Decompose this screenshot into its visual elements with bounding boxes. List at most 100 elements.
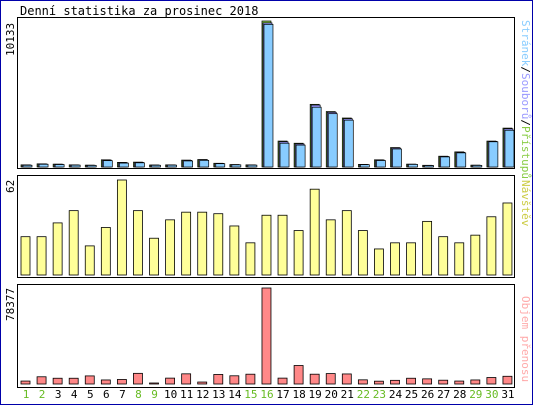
- visits-bar-27: [438, 236, 449, 276]
- hits-bar-stránek-12: [199, 160, 210, 168]
- volume-bar-21: [341, 373, 352, 385]
- hits-bar-stránek-16: [263, 24, 274, 168]
- volume-bar-11: [181, 373, 192, 385]
- legend-pages: Stránek: [519, 20, 532, 67]
- chart-title: Denní statistika za prosinec 2018: [20, 4, 258, 18]
- legend-files: Souborů: [519, 73, 532, 119]
- visits-bar-21: [341, 210, 352, 276]
- visits-bars: [20, 179, 513, 276]
- day-label-29: 29: [469, 388, 482, 401]
- volume-legend: Objem přenosu: [519, 296, 532, 382]
- volume-bar-10: [165, 377, 175, 385]
- day-label-4: 4: [71, 388, 78, 401]
- day-label-1: 1: [23, 388, 30, 401]
- day-label-24: 24: [389, 388, 403, 401]
- visits-bar-16: [261, 214, 272, 276]
- volume-bar-6: [100, 379, 111, 385]
- hits-bar-stránek-28: [456, 152, 467, 168]
- hits-bar-stránek-6: [102, 160, 113, 168]
- hits-bar-stránek-20: [327, 113, 338, 168]
- hits-bars: [20, 20, 515, 168]
- day-label-20: 20: [325, 388, 338, 401]
- day-label-23: 23: [373, 388, 386, 401]
- visits-bar-4: [68, 210, 79, 276]
- visits-bar-20: [325, 219, 336, 276]
- day-label-31: 31: [501, 388, 514, 401]
- hits-legend: Stránek/Souborů/Přístupů: [519, 20, 532, 179]
- volume-bar-22: [357, 379, 368, 385]
- volume-bar-15: [245, 373, 256, 385]
- volume-bar-17: [277, 377, 288, 385]
- volume-bar-23: [374, 380, 384, 385]
- hits-bar-stránek-23: [376, 160, 386, 168]
- hits-bar-stránek-4: [70, 164, 81, 168]
- panel-visits-border: [17, 175, 515, 278]
- day-label-9: 9: [151, 388, 158, 401]
- volume-bar-27: [438, 379, 449, 385]
- volume-bar-12: [197, 381, 208, 385]
- visits-bar-2: [36, 236, 47, 276]
- hits-bar-stránek-21: [343, 119, 354, 168]
- visits-bar-26: [422, 220, 433, 276]
- volume-bar-8: [133, 372, 143, 385]
- volume-bar-16: [261, 287, 272, 385]
- volume-bar-28: [454, 380, 465, 385]
- volume-bar-13: [213, 374, 224, 385]
- volume-bar-2: [36, 376, 47, 385]
- volume-bar-9: [149, 382, 159, 385]
- visits-bar-18: [293, 230, 304, 276]
- day-label-14: 14: [228, 388, 242, 401]
- visits-bar-25: [406, 242, 416, 276]
- day-label-10: 10: [164, 388, 177, 401]
- visits-bar-13: [213, 213, 224, 276]
- hits-ymax-label: 10133: [4, 23, 17, 56]
- visits-bar-22: [357, 230, 368, 276]
- visits-bar-7: [116, 179, 127, 276]
- visits-bar-19: [309, 188, 320, 276]
- volume-bar-30: [486, 377, 497, 385]
- day-label-30: 30: [485, 388, 498, 401]
- hits-bar-stránek-7: [119, 162, 129, 168]
- day-label-13: 13: [212, 388, 225, 401]
- day-label-16: 16: [260, 388, 273, 401]
- day-label-19: 19: [309, 388, 322, 401]
- volume-bar-5: [84, 375, 95, 385]
- visits-bar-29: [470, 234, 481, 276]
- visits-bar-8: [133, 210, 143, 276]
- volume-bar-18: [293, 365, 304, 385]
- hits-bar-stránek-27: [440, 156, 451, 168]
- visits-bar-14: [229, 225, 240, 276]
- hits-bar-stránek-31: [504, 129, 515, 168]
- day-label-26: 26: [421, 388, 434, 401]
- volume-ymax-label: 78377: [4, 288, 17, 321]
- legend-sep-1: /: [519, 66, 532, 73]
- legend-sep-2: /: [519, 119, 532, 126]
- visits-bar-28: [454, 242, 465, 276]
- hits-bar-stránek-22: [360, 164, 370, 168]
- hits-bar-stránek-15: [247, 164, 258, 168]
- day-label-3: 3: [55, 388, 62, 401]
- hits-bar-stránek-30: [488, 141, 499, 168]
- visits-ymax-label: 62: [4, 180, 17, 193]
- volume-bar-29: [470, 379, 481, 385]
- day-label-28: 28: [453, 388, 466, 401]
- volume-bars: [20, 287, 513, 385]
- volume-bar-4: [68, 377, 79, 385]
- day-labels: 1 2 3 4 5 6 7 8 9 10 11 12 13 14 15 16 17 18 19 20 21 22 23 24 2…: [23, 388, 515, 401]
- visits-legend: Návštěv: [519, 180, 532, 227]
- hits-bar-stránek-9: [151, 164, 161, 168]
- day-label-11: 11: [180, 388, 193, 401]
- hits-bar-stránek-17: [279, 142, 290, 168]
- day-label-22: 22: [357, 388, 370, 401]
- day-label-5: 5: [87, 388, 94, 401]
- panel-volume-border: [17, 284, 515, 388]
- hits-bar-stránek-5: [86, 165, 97, 168]
- hits-bar-stránek-24: [392, 148, 402, 168]
- visits-bar-17: [277, 214, 288, 276]
- visits-bar-15: [245, 242, 256, 276]
- visits-bar-12: [197, 211, 208, 276]
- visits-bar-11: [181, 211, 192, 276]
- visits-bar-9: [149, 237, 159, 276]
- visits-bar-1: [20, 236, 31, 276]
